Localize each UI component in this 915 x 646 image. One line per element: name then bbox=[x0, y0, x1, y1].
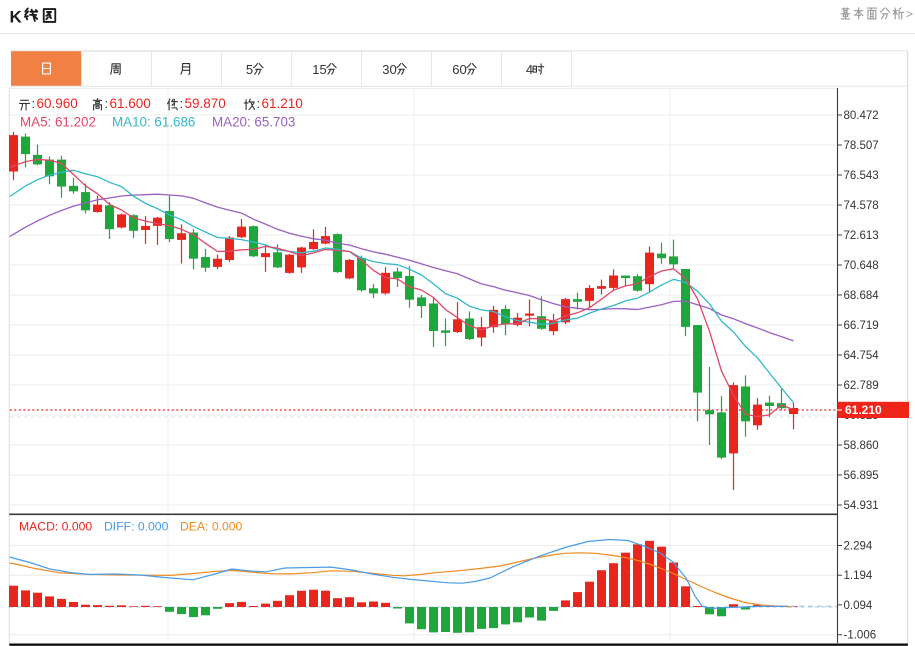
svg-text:56.895: 56.895 bbox=[844, 470, 879, 482]
svg-text:60.960: 60.960 bbox=[37, 96, 78, 111]
svg-text:70.648: 70.648 bbox=[844, 260, 879, 272]
svg-text:-1.006: -1.006 bbox=[844, 630, 877, 642]
svg-text:MACD: 0.000: MACD: 0.000 bbox=[19, 520, 92, 534]
svg-text:60: 60 bbox=[452, 62, 466, 77]
svg-text:2.294: 2.294 bbox=[844, 541, 873, 553]
svg-text:K: K bbox=[10, 8, 23, 27]
svg-text:4: 4 bbox=[526, 62, 533, 77]
svg-text:DEA: 0.000: DEA: 0.000 bbox=[180, 520, 243, 534]
svg-text:5: 5 bbox=[246, 62, 253, 77]
svg-text:61.600: 61.600 bbox=[110, 96, 151, 111]
svg-text:61.210: 61.210 bbox=[845, 403, 882, 417]
svg-text:15: 15 bbox=[312, 62, 326, 77]
svg-text:1.194: 1.194 bbox=[844, 570, 873, 582]
svg-text:78.507: 78.507 bbox=[844, 140, 879, 152]
svg-text:MA10: 61.686: MA10: 61.686 bbox=[112, 115, 195, 130]
svg-text:61.210: 61.210 bbox=[262, 96, 303, 111]
svg-text:30: 30 bbox=[382, 62, 396, 77]
svg-text:54.931: 54.931 bbox=[844, 500, 879, 512]
svg-text:66.719: 66.719 bbox=[844, 320, 879, 332]
svg-text:0.094: 0.094 bbox=[844, 600, 873, 612]
svg-text:>: > bbox=[906, 7, 913, 21]
svg-text:MA5: 61.202: MA5: 61.202 bbox=[20, 115, 96, 130]
svg-text:64.754: 64.754 bbox=[844, 350, 880, 362]
svg-text::: : bbox=[32, 96, 36, 111]
svg-text:DIFF: 0.000: DIFF: 0.000 bbox=[104, 520, 169, 534]
svg-text::: : bbox=[105, 96, 109, 111]
svg-text:62.789: 62.789 bbox=[844, 380, 879, 392]
svg-text::: : bbox=[257, 96, 261, 111]
svg-text:74.578: 74.578 bbox=[844, 200, 879, 212]
svg-text:59.870: 59.870 bbox=[185, 96, 226, 111]
svg-text:72.613: 72.613 bbox=[844, 230, 879, 242]
svg-text:76.543: 76.543 bbox=[844, 170, 879, 182]
svg-text:58.860: 58.860 bbox=[844, 440, 879, 452]
svg-text:MA20: 65.703: MA20: 65.703 bbox=[212, 115, 295, 130]
svg-text:68.684: 68.684 bbox=[844, 290, 880, 302]
svg-text:80.472: 80.472 bbox=[844, 110, 879, 122]
svg-text::: : bbox=[180, 96, 184, 111]
